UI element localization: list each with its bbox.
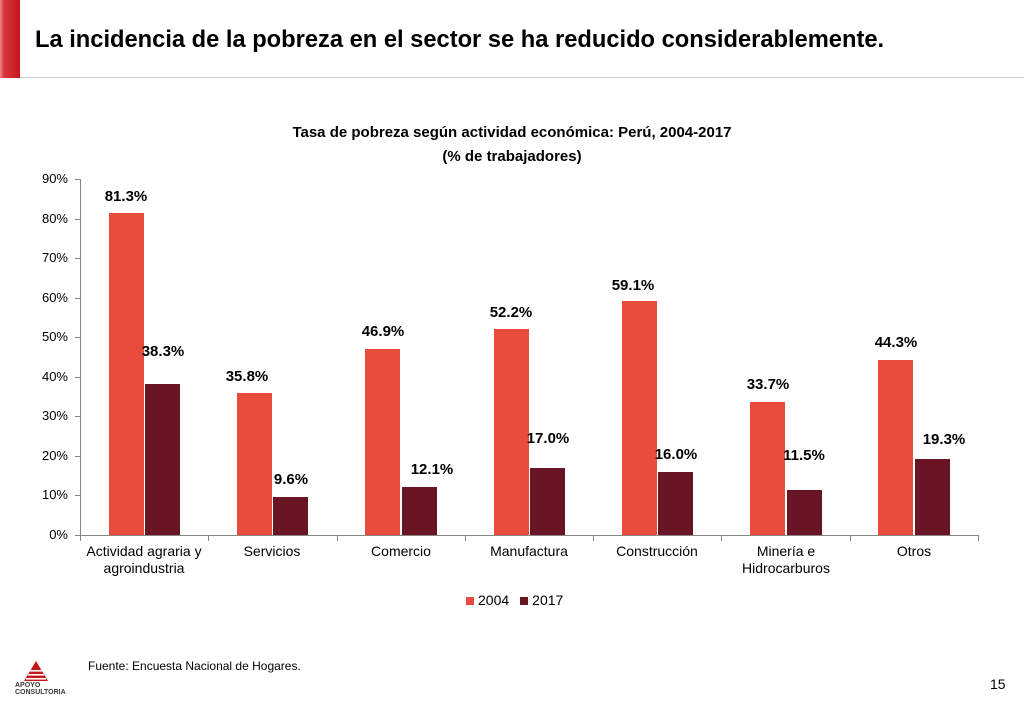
accent-bar (0, 0, 20, 78)
data-label-2004-manufactura: 52.2% (489, 304, 533, 321)
data-label-2017-comercio: 12.1% (410, 461, 454, 478)
x-tick-label-comercio: Comercio (371, 543, 431, 559)
y-tick (75, 416, 80, 417)
bar-2004-comercio (365, 349, 400, 535)
data-label-2017-construccion: 16.0% (654, 446, 698, 463)
y-tick-label: 90% (41, 171, 68, 186)
x-tick (850, 535, 851, 541)
legend-item-2004: 2004 (466, 592, 509, 609)
y-tick-label: 20% (41, 448, 68, 463)
legend-item-2017: 2017 (520, 592, 563, 609)
x-tick (978, 535, 979, 541)
chart-title: Tasa de pobreza según actividad económic… (292, 124, 732, 141)
bar-2017-otros (915, 459, 950, 535)
bar-2004-actividad-agraria-y-agroindustria (109, 213, 144, 535)
data-label-2017-actividad-agraria-y-agroindustria: 38.3% (141, 343, 185, 360)
y-tick-label: 60% (41, 290, 68, 305)
bar-2004-servicios (237, 393, 272, 535)
legend-label-2004: 2004 (478, 592, 510, 608)
y-tick-label: 30% (41, 408, 68, 423)
y-tick-label: 50% (41, 329, 68, 344)
x-tick (721, 535, 722, 541)
x-tick-label-otros: Otros (896, 543, 932, 559)
bar-2004-construccion (622, 301, 657, 535)
bar-2017-actividad-agraria-y-agroindustria (145, 384, 180, 535)
x-tick-label-mineria-e-hidrocarburos: Minería e Hidrocarburos (742, 543, 830, 576)
bar-2004-otros (878, 360, 913, 535)
y-tick (75, 298, 80, 299)
x-tick (593, 535, 594, 541)
page-number: 15 (990, 676, 1006, 692)
data-label-2004-construccion: 59.1% (611, 277, 655, 294)
x-tick (465, 535, 466, 541)
x-axis-line (80, 535, 979, 536)
page-title: La incidencia de la pobreza en el sector… (35, 27, 885, 53)
y-tick (75, 495, 80, 496)
data-label-2017-manufactura: 17.0% (526, 430, 570, 447)
y-tick-label: 70% (41, 250, 68, 265)
data-label-2004-comercio: 46.9% (361, 323, 405, 340)
chart-subtitle: (% de trabajadores) (442, 148, 582, 165)
chart-legend: 2004 2017 (466, 592, 574, 609)
bar-2017-manufactura (530, 468, 565, 535)
data-label-2004-mineria-e-hidrocarburos: 33.7% (746, 376, 790, 393)
header-rule (20, 77, 1024, 78)
x-tick (208, 535, 209, 541)
y-tick (75, 219, 80, 220)
y-axis-line (80, 179, 81, 536)
y-tick (75, 258, 80, 259)
data-label-2017-servicios: 9.6% (273, 471, 309, 488)
bar-2017-comercio (402, 487, 437, 535)
company-logo: APOYO CONSULTORIA (13, 660, 66, 700)
legend-swatch-2004 (466, 596, 474, 605)
source-note: Fuente: Encuesta Nacional de Hogares. (88, 659, 301, 673)
y-tick-label: 80% (41, 211, 68, 226)
y-tick-label: 40% (41, 369, 68, 384)
legend-swatch-2017 (520, 596, 529, 605)
y-tick (75, 377, 80, 378)
bar-chart: 0% 10% 20% 30% 40% 50% 60% 70% 80% 90% 81.3% 38.3% A… (41, 171, 979, 576)
bar-2004-mineria-e-hidrocarburos (750, 402, 785, 535)
y-tick-label: 10% (41, 487, 68, 502)
data-label-2017-otros: 19.3% (922, 431, 966, 448)
apoyo-logo-icon (24, 661, 48, 681)
x-tick-label-construccion: Construcción (616, 543, 698, 559)
bar-2004-manufactura (494, 329, 529, 535)
y-tick (75, 456, 80, 457)
y-tick-label: 0% (49, 527, 68, 542)
y-tick (75, 535, 80, 536)
bar-2017-mineria-e-hidrocarburos (787, 490, 822, 535)
data-label-2004-otros: 44.3% (874, 334, 918, 351)
y-tick (75, 179, 80, 180)
logo-text-line2: CONSULTORIA (15, 689, 66, 696)
bar-2017-construccion (658, 472, 693, 535)
x-tick-label-manufactura: Manufactura (490, 543, 568, 559)
logo-text-line1: APOYO (15, 682, 41, 689)
data-label-2004-servicios: 35.8% (225, 368, 269, 385)
x-tick (80, 535, 81, 541)
x-tick-label-actividad-agraria-y-agroindustria: Actividad agraria y agroindustria (86, 543, 202, 576)
x-tick (337, 535, 338, 541)
chart-title-block: Tasa de pobreza según actividad económic… (0, 121, 1024, 169)
legend-label-2017: 2017 (532, 592, 564, 608)
bar-2017-servicios (273, 497, 308, 535)
data-label-2004-actividad-agraria-y-agroindustria: 81.3% (104, 188, 148, 205)
x-tick-label-servicios: Servicios (243, 543, 301, 559)
data-label-2017-mineria-e-hidrocarburos: 11.5% (783, 447, 825, 464)
y-tick (75, 337, 80, 338)
